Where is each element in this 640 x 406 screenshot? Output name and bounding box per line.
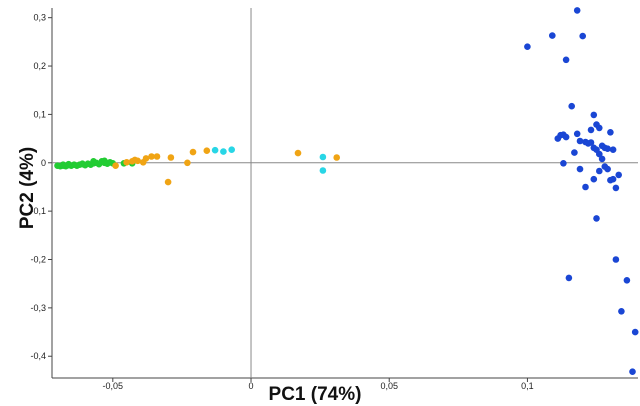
data-point [319,153,327,161]
data-point [142,155,150,162]
data-point [333,154,341,161]
data-point [565,274,573,282]
series-group-1 [54,157,136,170]
data-point [164,178,172,186]
series-group-2 [112,147,341,186]
data-point [576,137,584,145]
data-point [184,159,191,167]
data-point [90,158,97,165]
data-point [524,43,531,50]
data-point [618,308,625,315]
data-point [59,161,67,168]
data-point [560,160,567,167]
data-point [228,146,235,153]
data-point [629,368,636,376]
data-points [54,7,639,376]
y-tick-label: 0,2 [33,61,46,71]
x-axis-title: PC1 (74%) [269,384,362,405]
data-point [220,148,227,155]
data-point [587,126,595,134]
data-point [604,165,611,173]
data-point [571,149,578,156]
y-tick-label: -0,4 [30,351,46,361]
data-point [582,183,589,191]
data-point [148,153,155,160]
data-point [573,7,581,14]
data-point [573,130,581,138]
y-axis-ticks: 0,3 0,2 0,1 0 -0,1 -0,2 -0,3 -0,4 [30,13,52,361]
data-point [607,129,614,136]
data-point [596,167,603,175]
data-point [579,32,586,40]
data-point [587,139,595,146]
data-point [101,157,108,165]
x-axis-ticks: -0,05 0 0,05 0,1 [103,378,534,391]
y-tick-label: 0,3 [33,13,46,23]
y-tick-label: -0,2 [30,255,46,265]
y-tick-label: -0,1 [30,206,46,216]
data-point [294,149,302,157]
y-tick-label: 0,1 [33,109,46,119]
data-point [590,175,598,183]
data-point [596,124,603,132]
data-point [623,277,631,284]
data-point [609,175,617,183]
data-point [134,157,141,165]
data-point [598,155,606,163]
data-point [596,150,603,158]
data-point [189,148,197,156]
series-group-4 [524,7,639,376]
data-point [211,146,219,154]
data-point [615,171,622,179]
y-tick-label: -0,3 [30,303,46,313]
data-point [79,160,86,167]
x-tick-label: -0,05 [103,381,124,391]
x-tick-label: 0,05 [380,381,398,391]
data-point [167,154,175,161]
y-axis-title: PC2 (4%) [17,147,38,229]
data-point [631,328,639,336]
data-point [549,32,556,39]
x-tick-label: 0,1 [521,381,534,391]
data-point [562,133,570,141]
data-point [112,162,119,169]
data-point [576,165,584,173]
data-point [612,184,620,192]
data-point [123,159,130,166]
data-point [319,167,327,174]
data-point [568,102,575,110]
plot-area: -0,05 0 0,05 0,1 0,3 0,2 0,1 0 -0,1 -0,2 -0,3 -0,4 [30,7,639,391]
data-point [590,111,598,119]
data-point [593,215,600,222]
data-point [609,146,617,153]
y-tick-label: 0 [41,158,46,168]
series-group-3 [211,146,327,174]
data-point [65,160,72,168]
data-point [153,153,161,160]
data-point [562,56,570,64]
data-point [612,256,620,263]
data-point [604,145,611,152]
data-point [203,147,211,154]
x-tick-label: 0 [249,381,254,391]
